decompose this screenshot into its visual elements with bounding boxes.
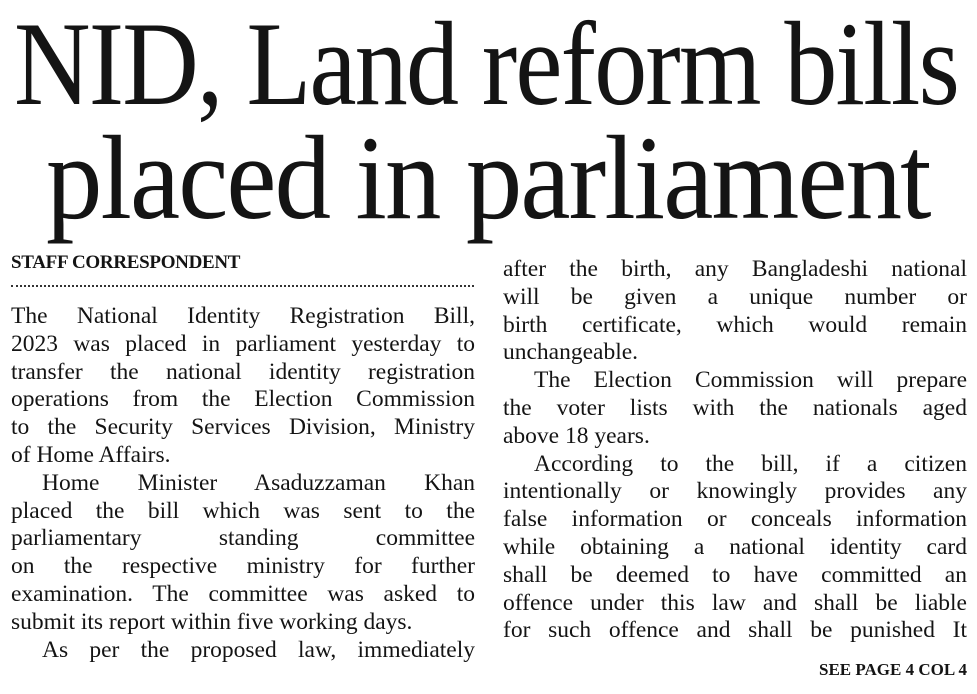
right-column: after the birth, any Bangladeshi nationa… [503,256,967,645]
text-line: 2023 was placed in parliament yesterday … [11,330,475,357]
text-line: birth certificate, which would remain [503,311,967,338]
text-line: will be given a unique number or [503,283,967,310]
text-line: examination. The committee was asked to [11,580,475,607]
text-line: The Election Commission will prepare [534,367,967,394]
text-line: Home Minister Asaduzzaman Khan [42,469,475,496]
text-line: The National Identity Registration Bill, [11,303,475,329]
dotted-divider [11,285,474,287]
text-line: of Home Affairs. [11,441,171,468]
text-line: to the Security Services Division, Minis… [11,414,475,441]
text-line: As per the proposed law, immediately [42,636,475,663]
text-line: parliamentary standing committee [11,525,475,552]
text-line: while obtaining a national identity card [503,533,967,560]
text-line: unchangeable. [503,339,639,366]
text-line: intentionally or knowingly provides any [503,478,967,505]
headline-line-1: NID, Land reform bills [14,0,960,130]
text-line: shall be deemed to have committed an [503,561,967,588]
text-line: According to the bill, if a citizen [534,450,967,477]
text-line: for such offence and shall be punished I… [503,617,967,644]
continuation-note: SEE PAGE 4 COL 4 [819,660,967,679]
text-line: above 18 years. [503,422,650,449]
text-line: after the birth, any Bangladeshi nationa… [503,256,967,282]
text-line: the voter lists with the nationals aged [503,394,967,421]
byline: STAFF CORRESPONDENT [11,252,241,273]
text-line: offence under this law and shall be liab… [503,589,967,616]
text-line: submit its report within five working da… [11,608,413,635]
text-line: placed the bill which was sent to the [11,497,475,524]
text-line: on the respective ministry for further [11,553,475,580]
left-column: The National Identity Registration Bill,… [11,303,475,664]
text-line: false information or conceals informatio… [503,506,967,533]
text-line: transfer the national identity registrat… [11,358,475,385]
text-line: operations from the Election Commission [11,386,475,413]
headline-line-2: placed in parliament [46,111,931,244]
